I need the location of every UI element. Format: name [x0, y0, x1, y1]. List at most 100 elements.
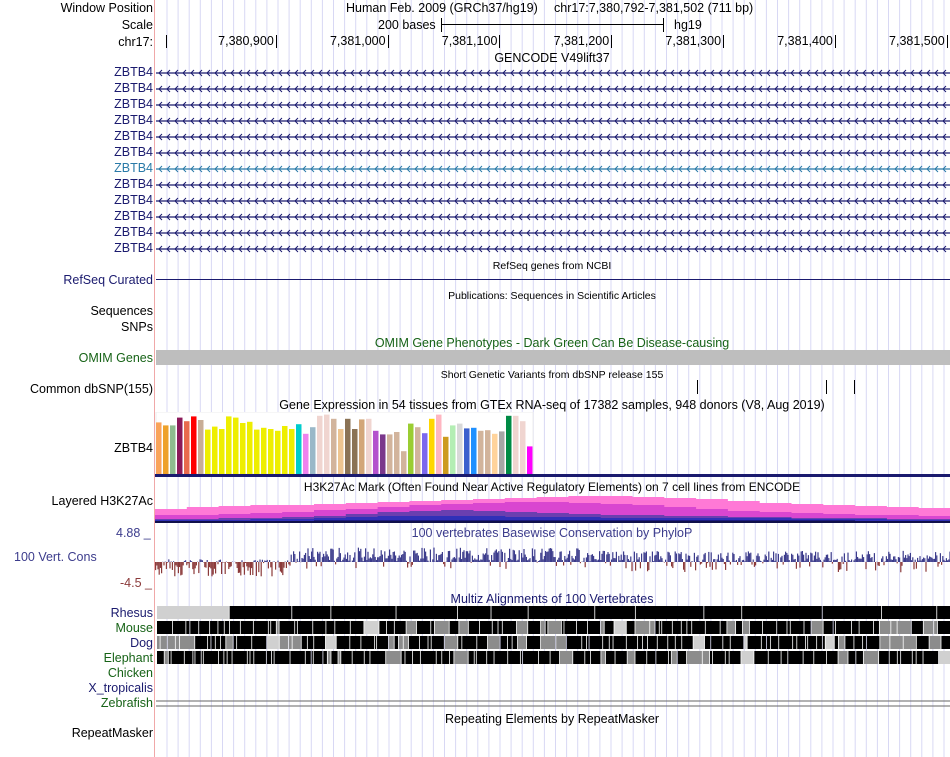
gtex-tissue-bar[interactable] [289, 429, 295, 474]
publications-track-label-1[interactable]: Sequences [90, 304, 153, 318]
gtex-tissue-bar[interactable] [380, 434, 386, 474]
gtex-tissue-bar[interactable] [254, 429, 260, 474]
gtex-track-label[interactable]: ZBTB4 [114, 441, 153, 455]
gtex-tissue-bar[interactable] [163, 425, 169, 474]
multiz-alignment[interactable] [155, 605, 950, 710]
snp-variant[interactable] [853, 380, 855, 394]
gtex-tissue-bar[interactable] [478, 430, 484, 474]
gencode-transcript-label[interactable]: ZBTB4 [114, 129, 153, 143]
gencode-transcript-label[interactable]: ZBTB4 [114, 177, 153, 191]
snp-variant[interactable] [825, 380, 827, 394]
multiz-species-label[interactable]: X_tropicalis [88, 681, 153, 695]
gtex-tissue-bar[interactable] [198, 420, 204, 474]
gtex-tissue-bar[interactable] [464, 428, 470, 474]
omim-track-label[interactable]: OMIM Genes [78, 351, 153, 365]
phylop-track-label[interactable]: 100 Vert. Cons [14, 550, 97, 564]
gtex-tissue-bar[interactable] [303, 433, 309, 474]
gtex-tissue-bar[interactable] [394, 432, 400, 474]
base-ruler[interactable]: 7,380,900 7,381,000 7,381,100 7,381,200 7,38… [155, 33, 950, 49]
gencode-transcript[interactable] [155, 66, 950, 80]
refseq-track-label[interactable]: RefSeq Curated [63, 273, 153, 287]
gencode-transcript-label[interactable]: ZBTB4 [114, 241, 153, 255]
gtex-tissue-bar[interactable] [261, 427, 267, 474]
multiz-species-label[interactable]: Chicken [107, 666, 153, 680]
gtex-tissue-bar[interactable] [366, 418, 372, 474]
gtex-tissue-bar[interactable] [317, 415, 323, 474]
gtex-tissue-bar[interactable] [268, 429, 274, 474]
gtex-tissue-bar[interactable] [324, 414, 330, 474]
gtex-tissue-bar[interactable] [352, 429, 358, 474]
gtex-tissue-bar[interactable] [513, 415, 519, 474]
gtex-tissue-bar[interactable] [282, 426, 288, 474]
gencode-transcript-label[interactable]: ZBTB4 [114, 145, 153, 159]
gtex-tissue-bar[interactable] [296, 424, 302, 474]
gencode-transcript-label[interactable]: ZBTB4 [114, 65, 153, 79]
gencode-transcript-label[interactable]: ZBTB4 [114, 209, 153, 223]
gtex-tissue-bar[interactable] [331, 418, 337, 474]
multiz-species-label[interactable]: Rhesus [110, 606, 153, 620]
gencode-transcript[interactable] [155, 82, 950, 96]
gtex-tissue-bar[interactable] [359, 419, 365, 474]
phylop-signal[interactable] [155, 540, 950, 590]
gtex-tissue-bar[interactable] [310, 427, 316, 474]
gencode-transcript-label[interactable]: ZBTB4 [114, 81, 153, 95]
gtex-tissue-bar[interactable] [387, 434, 393, 474]
gtex-tissue-bar[interactable] [471, 427, 477, 474]
multiz-species-label[interactable]: Zebrafish [100, 696, 153, 710]
gencode-transcript[interactable] [155, 146, 950, 160]
snp-variant[interactable] [697, 380, 699, 394]
gencode-transcript[interactable] [155, 114, 950, 128]
dbsnp-track-label[interactable]: Common dbSNP(155) [30, 382, 153, 396]
publications-track-label-2[interactable]: SNPs [121, 320, 153, 334]
gtex-tissue-bar[interactable] [219, 429, 225, 474]
gtex-tissue-bar[interactable] [233, 417, 239, 474]
gencode-transcript[interactable] [155, 162, 950, 176]
gtex-tissue-bar[interactable] [240, 423, 246, 474]
gtex-tissue-bar[interactable] [520, 421, 526, 474]
gtex-tissue-bar[interactable] [499, 431, 505, 474]
repeatmasker-track-label[interactable]: RepeatMasker [71, 726, 153, 740]
gtex-tissue-bar[interactable] [170, 425, 176, 474]
gtex-tissue-bar[interactable] [338, 429, 344, 474]
h3k27ac-signal[interactable] [155, 494, 950, 524]
gencode-transcript-label[interactable]: ZBTB4 [114, 193, 153, 207]
gencode-transcript[interactable] [155, 178, 950, 192]
gtex-tissue-bar[interactable] [191, 416, 197, 474]
gencode-transcript-label[interactable]: ZBTB4 [114, 97, 153, 111]
omim-gene-bar[interactable] [156, 350, 950, 365]
multiz-species-label[interactable]: Elephant [103, 651, 153, 665]
gtex-tissue-bar[interactable] [275, 430, 281, 474]
gtex-tissue-bar[interactable] [247, 421, 253, 474]
gtex-tissue-bar[interactable] [177, 417, 183, 474]
gtex-tissue-bar[interactable] [408, 423, 414, 474]
gtex-tissue-bar[interactable] [450, 425, 456, 474]
gtex-tissue-bar[interactable] [156, 422, 162, 474]
gencode-transcript[interactable] [155, 210, 950, 224]
refseq-gene-line[interactable] [156, 279, 950, 280]
gtex-tissue-bar[interactable] [212, 426, 218, 474]
gtex-tissue-bar[interactable] [415, 427, 421, 474]
gencode-transcript[interactable] [155, 130, 950, 144]
gtex-tissue-bar[interactable] [443, 436, 449, 474]
position-readout[interactable]: chr17:7,380,792-7,381,502 (711 bp) [554, 1, 754, 15]
multiz-species-label[interactable]: Dog [130, 636, 153, 650]
gencode-transcript[interactable] [155, 242, 950, 256]
gtex-tissue-bar[interactable] [506, 415, 512, 474]
gencode-transcript[interactable] [155, 194, 950, 208]
gtex-tissue-bar[interactable] [401, 451, 407, 474]
gtex-bar-graph[interactable] [155, 412, 950, 478]
gencode-transcript-label[interactable]: ZBTB4 [114, 113, 153, 127]
gtex-tissue-bar[interactable] [429, 418, 435, 474]
gtex-tissue-bar[interactable] [527, 446, 533, 474]
gtex-tissue-bar[interactable] [457, 423, 463, 474]
gtex-tissue-bar[interactable] [184, 421, 190, 474]
gencode-transcript[interactable] [155, 98, 950, 112]
gencode-transcript-label[interactable]: ZBTB4 [114, 225, 153, 239]
gtex-tissue-bar[interactable] [485, 430, 491, 474]
gtex-tissue-bar[interactable] [492, 433, 498, 474]
h3k27ac-track-label[interactable]: Layered H3K27Ac [51, 494, 153, 508]
gtex-tissue-bar[interactable] [422, 433, 428, 474]
gtex-tissue-bar[interactable] [436, 414, 442, 474]
gtex-tissue-bar[interactable] [345, 418, 351, 474]
gencode-transcript[interactable] [155, 226, 950, 240]
